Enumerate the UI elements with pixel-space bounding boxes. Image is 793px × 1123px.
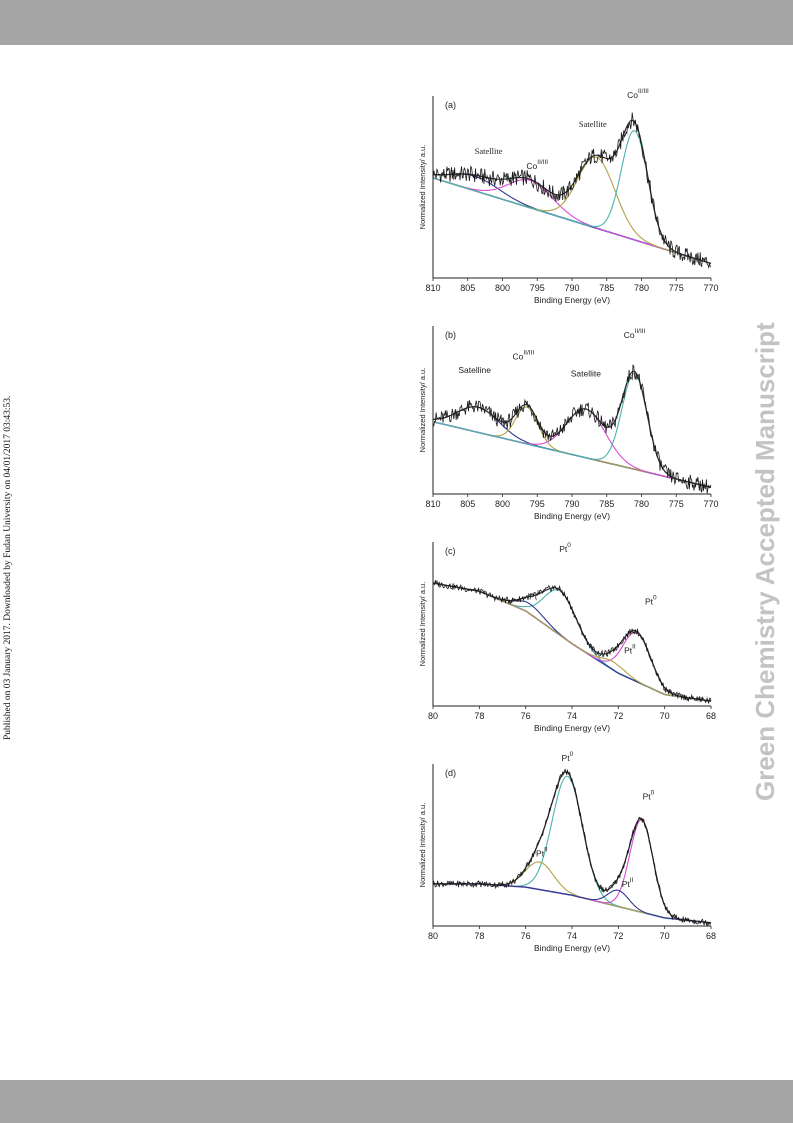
x-tick-label: 775: [669, 283, 684, 293]
fit-component-line: [433, 883, 712, 924]
peak-annotation: Pt0: [645, 594, 657, 606]
x-tick-label: 76: [521, 711, 531, 721]
x-tick-label: 780: [634, 283, 649, 293]
baseline-line: [432, 582, 712, 702]
peak-annotation: PtII: [529, 589, 541, 601]
y-axis-label: Normalized Intensity/ a.u.: [418, 582, 427, 667]
x-tick-label: 72: [613, 931, 623, 941]
peak-annotation: CoII/III: [512, 350, 534, 362]
x-tick-label: 770: [703, 283, 718, 293]
peak-annotation: CoII/III: [627, 88, 649, 100]
x-axis-label: Binding Energy (eV): [534, 943, 610, 953]
x-tick-label: 74: [567, 711, 577, 721]
publication-note: Published on 03 January 2017. Downloaded…: [3, 395, 13, 740]
raw-data-line: [432, 579, 712, 705]
x-tick-label: 790: [564, 283, 579, 293]
x-tick-label: 810: [425, 283, 440, 293]
fit-component-line: [433, 819, 712, 924]
x-tick-label: 80: [428, 711, 438, 721]
x-tick-label: 80: [428, 931, 438, 941]
x-tick-label: 805: [460, 499, 475, 509]
fit-envelope-line: [433, 771, 712, 924]
fit-component-line: [432, 582, 712, 702]
x-tick-label: 78: [474, 931, 484, 941]
x-tick-label: 790: [564, 499, 579, 509]
peak-annotation: CoII/III: [526, 159, 548, 171]
peak-annotation: Pt0: [559, 542, 571, 554]
raw-data-line: [432, 768, 712, 928]
xps-panel-b: 810 805 800 795 790 785 780 775 770 Binding Energ…: [418, 326, 719, 521]
x-tick-label: 72: [613, 711, 623, 721]
peak-annotation: Satelline: [458, 365, 491, 375]
peak-annotation: Pt0: [643, 790, 655, 802]
peak-annotation: PtII: [622, 877, 634, 889]
x-tick-label: 795: [530, 283, 545, 293]
x-tick-label: 795: [530, 499, 545, 509]
panel-label: (c): [445, 546, 456, 556]
watermark-text: Green Chemistry Accepted Manuscript: [750, 322, 780, 802]
fit-envelope-line: [432, 582, 712, 702]
peak-annotation: PtII: [624, 644, 636, 656]
x-tick-label: 78: [474, 711, 484, 721]
x-tick-label: 770: [703, 499, 718, 509]
x-tick-label: 76: [521, 931, 531, 941]
bottom-bar: [0, 1080, 793, 1123]
y-axis-label: Normalized Intensity/ a.u.: [418, 803, 427, 888]
fit-component-line: [432, 582, 712, 702]
raw-data-line: [432, 112, 712, 270]
x-tick-label: 810: [425, 499, 440, 509]
x-tick-label: 780: [634, 499, 649, 509]
panel-label: (d): [445, 768, 456, 778]
x-tick-label: 805: [460, 283, 475, 293]
y-axis-label: Normalized Intensity/ a.u.: [418, 368, 427, 453]
x-axis-label: Binding Energy (eV): [534, 723, 610, 733]
fit-component-line: [432, 582, 712, 702]
fit-component-line: [432, 582, 712, 702]
panel-label: (a): [445, 100, 456, 110]
x-tick-label: 68: [706, 711, 716, 721]
baseline-line: [433, 883, 712, 924]
x-tick-label: 785: [599, 283, 614, 293]
x-tick-label: 74: [567, 931, 577, 941]
peak-annotation: Satellite: [571, 368, 602, 378]
peak-annotation: Pt0: [562, 751, 574, 763]
xps-panel-d: 80 78 76 74 72 70 68 Binding Energy (eV) Normali…: [418, 751, 716, 953]
xps-panel-a: 810 805 800 795 790 785 780 775 770 Binding Energ…: [418, 88, 719, 305]
panel-label: (b): [445, 330, 456, 340]
x-axis-label: Binding Energy (eV): [534, 511, 610, 521]
peak-annotation: PtII: [536, 846, 548, 858]
x-tick-label: 68: [706, 931, 716, 941]
fit-component-line: [433, 775, 712, 924]
x-axis-label: Binding Energy (eV): [534, 295, 610, 305]
xps-panel-c: 80 78 76 74 72 70 68 Binding Energy (eV) Normali…: [418, 542, 716, 733]
peak-annotation: Satellite: [579, 119, 607, 129]
x-tick-label: 800: [495, 283, 510, 293]
x-tick-label: 785: [599, 499, 614, 509]
y-axis-label: Normalized Intensity/ a.u.: [418, 145, 427, 230]
x-tick-label: 70: [660, 711, 670, 721]
peak-annotation: CoII/III: [624, 328, 646, 340]
fit-envelope-line: [432, 119, 712, 264]
raw-data-line: [432, 364, 712, 494]
x-tick-label: 70: [660, 931, 670, 941]
peak-annotation: Satellite: [475, 146, 503, 156]
top-bar: [0, 0, 793, 45]
x-tick-label: 800: [495, 499, 510, 509]
x-tick-label: 775: [669, 499, 684, 509]
